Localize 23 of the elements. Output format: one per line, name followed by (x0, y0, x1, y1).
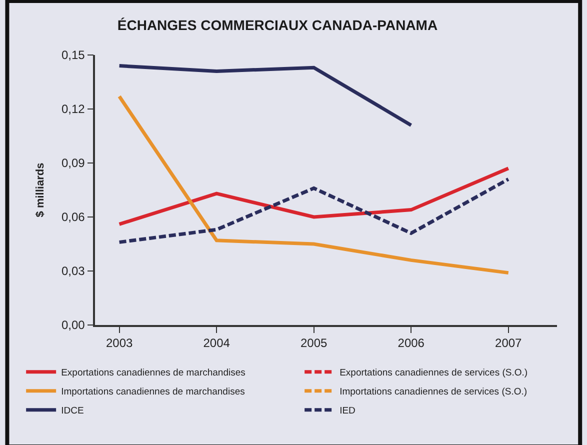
y-tick-label: 0,12 (61, 102, 86, 116)
y-axis-title: $ milliards (34, 162, 47, 218)
legend-label: IDCE (61, 406, 84, 417)
y-tick-label: 0,06 (61, 210, 86, 224)
legend-label: Exportations canadiennes de marchandises (61, 368, 246, 379)
legend-label: IED (340, 406, 356, 417)
line-series (118, 177, 510, 244)
line-series (118, 166, 510, 226)
y-tick-label: 0,15 (61, 48, 86, 62)
y-tick-label: 0,03 (61, 264, 86, 278)
x-tick-label: 2007 (495, 336, 522, 350)
y-tick-label: 0,00 (61, 318, 86, 332)
line-series (118, 64, 413, 127)
legend-label: Importations canadiennes de marchandises (61, 386, 246, 398)
x-tick-label: 2003 (106, 336, 133, 350)
line-series (118, 94, 510, 275)
x-tick-label: 2005 (300, 336, 328, 350)
legend-label: Exportations canadiennes de services (S.O.) (340, 368, 528, 379)
x-tick-label: 2004 (203, 336, 230, 350)
y-tick-label: 0,09 (61, 156, 86, 170)
x-tick-label: 2006 (398, 336, 425, 350)
chart-title: ÉCHANGES COMMERCIAUX CANADA-PANAMA (117, 16, 438, 33)
legend-label: Importations canadiennes de services (S.O.) (340, 386, 528, 398)
